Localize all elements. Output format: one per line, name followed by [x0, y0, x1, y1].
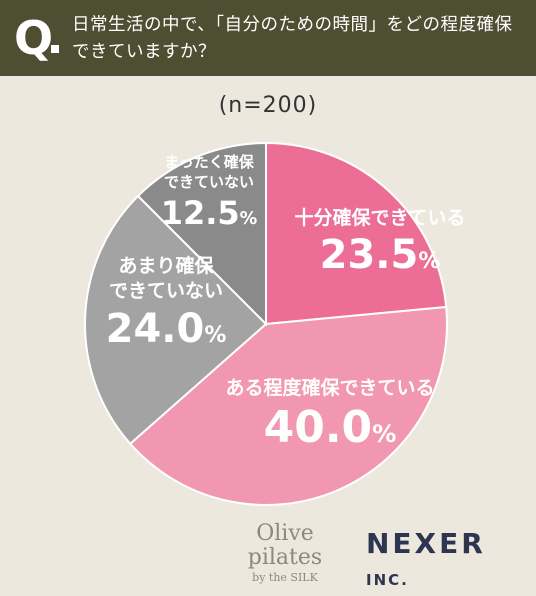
label-somewhat-value: 40.0% [210, 400, 450, 462]
label-not-at-all-number: 12.5 [160, 194, 240, 232]
label-somewhat: ある程度確保できている 40.0% [210, 376, 450, 462]
label-not-much: あまり確保 できていない 24.0% [96, 254, 236, 361]
nexer-name: NEXER [366, 527, 486, 560]
label-not-much-category-2: できていない [108, 280, 223, 302]
label-not-much-value: 24.0% [96, 304, 236, 361]
olive-pilates-logo: Olive pilates by the SILK [220, 522, 350, 586]
olive-pilates-sub: by the SILK [252, 571, 318, 584]
label-not-at-all-category-1: まったく確保 [164, 153, 254, 171]
q-mark: Q [14, 11, 54, 65]
olive-pilates-name: Olive pilates [247, 521, 323, 570]
label-not-much-unit: % [204, 323, 227, 348]
label-not-at-all-value: 12.5% [146, 192, 272, 240]
slice-not-at-all [136, 141, 267, 327]
label-sufficient-number: 23.5 [319, 232, 419, 278]
label-sufficient-value: 23.5% [280, 230, 480, 287]
nexer-logo: NEXER INC. [366, 528, 536, 596]
label-not-much-number: 24.0 [105, 306, 205, 352]
slice-not-much [84, 194, 268, 446]
pie-chart [84, 141, 448, 506]
q-dot [51, 45, 59, 53]
question-text: 日常生活の中で、「自分のための時間」をどの程度確保できていますか？ [72, 15, 513, 62]
label-not-much-category-1: あまり確保 [118, 255, 214, 277]
label-sufficient: 十分確保できている 23.5% [280, 206, 480, 287]
nexer-inc: INC. [366, 571, 409, 589]
label-somewhat-number: 40.0 [263, 402, 373, 453]
label-somewhat-unit: % [372, 420, 397, 448]
label-not-at-all-category-2: できていない [163, 173, 254, 191]
slice-sufficient [265, 141, 448, 326]
slice-somewhat [128, 305, 448, 506]
question-header: Q 日常生活の中で、「自分のための時間」をどの程度確保できていますか？ [0, 0, 536, 76]
sample-size-label: (n=200) [218, 93, 318, 118]
label-sufficient-unit: % [418, 249, 441, 274]
label-sufficient-category: 十分確保できている [294, 207, 466, 229]
label-not-at-all: まったく確保 できていない 12.5% [146, 152, 272, 240]
label-somewhat-category: ある程度確保できている [225, 377, 435, 399]
label-not-at-all-unit: % [239, 209, 258, 229]
